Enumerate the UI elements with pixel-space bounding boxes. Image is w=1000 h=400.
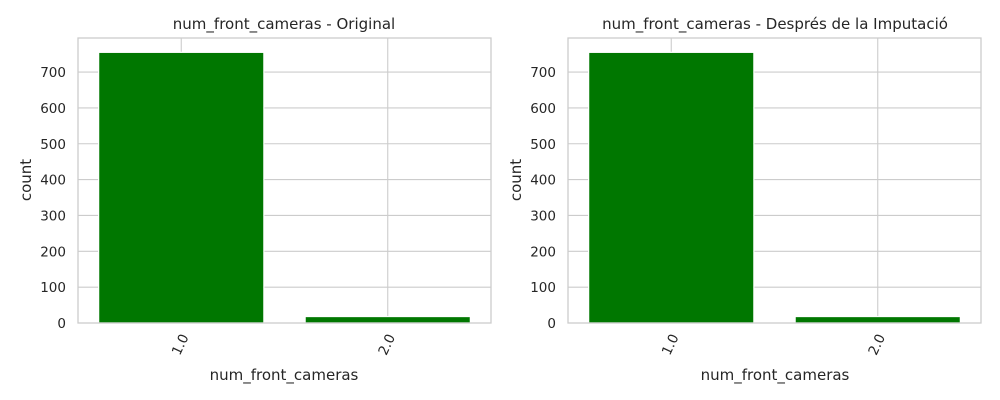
y-tick-label: 100 (40, 280, 66, 296)
y-tick-label: 500 (40, 137, 66, 153)
chart-title: num_front_cameras - Després de la Imputa… (602, 15, 948, 34)
axes-frame (77, 37, 492, 324)
bar (304, 315, 471, 324)
chart-original: num_front_cameras - Original num_front_c… (17, 15, 492, 385)
chart-after-imputation: num_front_cameras - Després de la Imputa… (507, 15, 982, 385)
y-tick-label: 700 (530, 65, 556, 81)
x-tick-label: 1.0 (169, 332, 193, 358)
y-tick-label: 0 (57, 316, 66, 332)
y-tick-label: 400 (40, 173, 66, 189)
x-tick-label: 2.0 (865, 332, 889, 358)
y-tick-label: 300 (530, 208, 556, 224)
axes-frame (567, 37, 982, 324)
bar (794, 315, 961, 324)
y-tick-label: 300 (40, 208, 66, 224)
chart-title: num_front_cameras - Original (173, 15, 395, 34)
y-tick-label: 600 (40, 101, 66, 117)
y-axis-label: count (507, 159, 525, 201)
y-tick-label: 200 (40, 244, 66, 260)
x-tick-label: 2.0 (375, 332, 399, 358)
y-tick-label: 400 (530, 173, 556, 189)
bar (98, 51, 265, 324)
y-tick-label: 100 (530, 280, 556, 296)
x-tick-label: 1.0 (659, 332, 683, 358)
y-tick-label: 600 (530, 101, 556, 117)
x-axis-label: num_front_cameras (701, 366, 850, 385)
y-tick-label: 0 (547, 316, 556, 332)
y-tick-label: 700 (40, 65, 66, 81)
y-axis-label: count (17, 159, 35, 201)
x-axis-label: num_front_cameras (210, 366, 359, 385)
y-tick-label: 200 (530, 244, 556, 260)
y-tick-label: 500 (530, 137, 556, 153)
bar (588, 51, 755, 324)
